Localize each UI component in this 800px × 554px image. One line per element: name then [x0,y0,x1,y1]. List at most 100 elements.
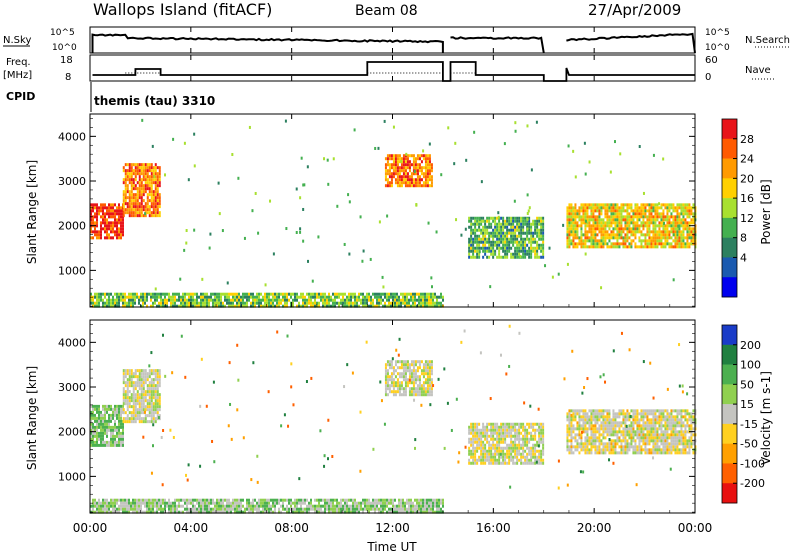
heatmap-cell [124,211,127,215]
heatmap-cell [522,428,525,432]
heatmap-cell [676,430,679,434]
heatmap-cell [134,298,136,302]
heatmap-cell [402,169,405,173]
heatmap-cell [318,304,320,308]
heatmap-cell [138,375,141,379]
heatmap-cell [588,227,591,231]
heatmap-cell [576,221,579,225]
heatmap-cell [144,396,147,400]
heatmap-cell [202,292,204,296]
heatmap-cell [152,169,155,173]
heatmap-cell [492,434,495,438]
heatmap-cell [578,206,581,210]
heatmap-cell [270,304,272,308]
heatmap-cell [540,422,543,426]
heatmap-cell [636,436,639,440]
heatmap-cell [496,449,499,453]
heatmap-cell [526,222,529,226]
heatmap-cell [576,412,579,416]
heatmap-cell [578,415,581,419]
heatmap-cell [576,245,579,249]
heatmap-cell [652,427,655,431]
heatmap-cell [624,421,627,425]
heatmap-cell [382,304,384,308]
heatmap-cell [98,230,100,234]
heatmap-cell [512,443,515,447]
heatmap-cell [504,234,507,238]
heatmap-cell [290,292,292,296]
heatmap-cell [622,427,625,431]
heatmap-cell [506,449,509,453]
heatmap-cell [566,430,569,434]
heatmap-cell [470,225,473,229]
heatmap-cell [624,245,627,249]
heatmap-cell [592,212,595,216]
heatmap-cell [594,442,597,446]
heatmap-cell [130,295,132,299]
heatmap-cell [384,372,387,376]
heatmap-cell [390,172,393,176]
heatmap-cell [610,445,613,449]
heatmap-cell [502,249,505,253]
heatmap-cell [652,221,655,225]
heatmap-cell [408,175,411,179]
heatmap-cell [94,301,96,305]
heatmap-cell [488,222,491,226]
heatmap-cell [114,218,116,222]
heatmap-cell [186,292,188,296]
heatmap-cell [146,181,149,185]
heatmap-cell [668,230,671,234]
heatmap-cell [674,239,677,243]
heatmap-cell [148,292,150,296]
heatmap-cell [570,215,573,219]
heatmap-cell [304,298,306,302]
heatmap-cell [664,206,667,210]
heatmap-cell [492,422,495,426]
heatmap-cell [516,452,519,456]
heatmap-cell [536,455,539,459]
heatmap-cell [524,255,527,259]
heatmap-cell [576,433,579,437]
heatmap-cell [490,240,493,244]
heatmap-cell [144,166,147,170]
heatmap-cell [516,434,519,438]
heatmap-cell [486,228,489,232]
heatmap-cell [598,242,601,246]
heatmap-cell [680,448,683,452]
heatmap-cell [574,215,577,219]
heatmap-cell [414,381,417,385]
heatmap-cell [492,246,495,250]
heatmap-cell [526,437,529,441]
heatmap-cell [98,507,100,511]
heatmap-cell [606,409,609,413]
heatmap-cell [527,209,530,213]
heatmap-cell [632,436,635,440]
heatmap-cell [148,175,151,179]
heatmap-cell [670,424,673,428]
heatmap-cell [422,304,424,308]
heatmap-cell [120,292,122,296]
heatmap-cell [586,233,589,237]
heatmap-cell [388,172,391,176]
heatmap-cell [376,292,378,296]
heatmap-cell [622,245,625,249]
heatmap-cell [566,415,569,419]
heatmap-cell [680,430,683,434]
heatmap-cell [96,425,98,429]
heatmap-cell [132,298,134,302]
heatmap-cell [540,246,543,250]
heatmap-cell [116,413,118,417]
heatmap-cell [118,404,120,408]
heatmap-cell [684,451,687,455]
heatmap-cell [358,292,360,296]
heatmap-cell [588,236,591,240]
heatmap-cell [690,427,693,431]
heatmap-cell [126,301,128,305]
heatmap-cell [132,301,134,305]
heatmap-cell [154,187,157,191]
heatmap-cell [584,436,587,440]
heatmap-cell [394,390,397,394]
heatmap-cell [282,298,284,302]
heatmap-cell [248,295,250,299]
heatmap-cell [104,501,106,505]
